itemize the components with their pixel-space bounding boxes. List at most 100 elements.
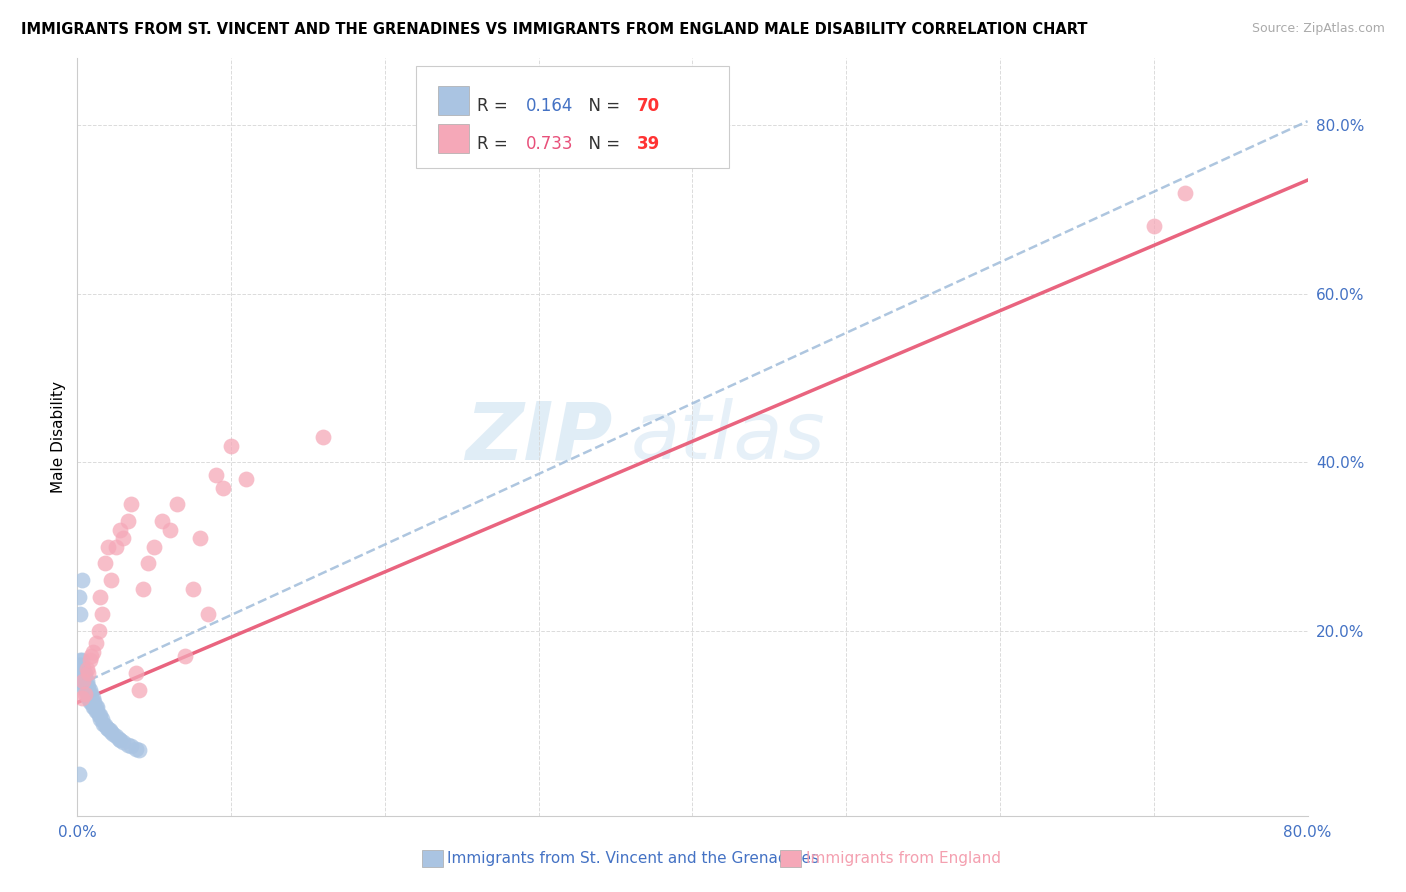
Point: [1174, 186, 1197, 200]
Text: 0.733: 0.733: [526, 135, 574, 153]
Point: [79, 653, 101, 667]
Point: [80, 696, 103, 710]
Point: [82, 691, 104, 706]
Point: [89, 712, 111, 726]
Point: [79, 696, 101, 710]
Point: [84, 704, 107, 718]
Point: [84, 636, 107, 650]
Point: [125, 741, 148, 756]
Point: [89, 708, 111, 723]
Point: [87, 624, 110, 638]
Point: [128, 743, 150, 757]
Text: Source: ZipAtlas.com: Source: ZipAtlas.com: [1251, 22, 1385, 36]
Point: [70, 574, 93, 588]
Point: [82, 645, 104, 659]
Point: [69, 657, 91, 672]
Point: [108, 731, 131, 746]
Text: R =: R =: [477, 96, 513, 115]
Point: [76, 687, 98, 701]
Point: [86, 704, 108, 718]
Point: [70, 691, 93, 706]
Point: [73, 687, 96, 701]
Point: [76, 674, 98, 689]
Point: [80, 649, 103, 664]
Point: [159, 523, 181, 537]
FancyBboxPatch shape: [437, 124, 468, 153]
Point: [128, 682, 150, 697]
Point: [120, 498, 142, 512]
Point: [104, 540, 127, 554]
Text: 70: 70: [637, 96, 661, 115]
Point: [72, 674, 94, 689]
Point: [73, 679, 96, 693]
Point: [197, 607, 219, 621]
Point: [76, 682, 98, 697]
Point: [94, 718, 117, 732]
Point: [73, 682, 96, 697]
Point: [84, 699, 107, 714]
Text: Immigrants from St. Vincent and the Grenadines: Immigrants from St. Vincent and the Gren…: [447, 851, 820, 865]
Point: [67, 670, 90, 684]
Point: [67, 657, 90, 672]
Point: [80, 691, 103, 706]
Point: [143, 540, 166, 554]
Text: 0.164: 0.164: [526, 96, 574, 115]
Point: [70, 662, 93, 676]
Point: [82, 699, 104, 714]
Point: [70, 665, 93, 680]
Point: [188, 531, 212, 545]
Point: [86, 699, 108, 714]
Point: [100, 725, 122, 739]
Point: [83, 699, 105, 714]
Point: [77, 682, 100, 697]
Point: [69, 665, 91, 680]
Point: [112, 735, 135, 749]
Point: [89, 590, 111, 604]
Point: [67, 590, 90, 604]
Point: [73, 674, 96, 689]
Point: [70, 670, 93, 684]
Point: [112, 531, 135, 545]
Point: [219, 438, 242, 452]
FancyBboxPatch shape: [437, 86, 468, 115]
Point: [77, 679, 100, 693]
Point: [70, 674, 93, 689]
Point: [117, 738, 139, 752]
Point: [90, 607, 114, 621]
Text: R =: R =: [477, 135, 513, 153]
Point: [79, 691, 101, 706]
Point: [82, 696, 104, 710]
Point: [72, 662, 94, 676]
Point: [70, 657, 93, 672]
Point: [90, 712, 114, 726]
Point: [235, 472, 257, 486]
Point: [83, 696, 105, 710]
Point: [166, 498, 188, 512]
Point: [110, 523, 132, 537]
Point: [79, 682, 101, 697]
Point: [212, 481, 235, 495]
Point: [80, 687, 103, 701]
Text: atlas: atlas: [631, 398, 825, 476]
Point: [72, 679, 94, 693]
Point: [96, 721, 118, 735]
Point: [100, 574, 122, 588]
Point: [76, 679, 98, 693]
Text: ZIP: ZIP: [465, 398, 613, 476]
Point: [73, 670, 96, 684]
Point: [110, 733, 132, 747]
Point: [77, 691, 100, 706]
Text: Immigrants from England: Immigrants from England: [806, 851, 1001, 865]
Text: N =: N =: [578, 135, 626, 153]
Point: [76, 662, 98, 676]
Text: 39: 39: [637, 135, 661, 153]
Point: [132, 582, 155, 596]
Point: [174, 649, 197, 664]
Point: [94, 557, 117, 571]
Point: [69, 607, 91, 621]
Point: [98, 723, 121, 738]
Point: [117, 514, 139, 528]
Point: [97, 723, 120, 737]
Point: [73, 665, 96, 680]
Point: [1143, 219, 1166, 234]
